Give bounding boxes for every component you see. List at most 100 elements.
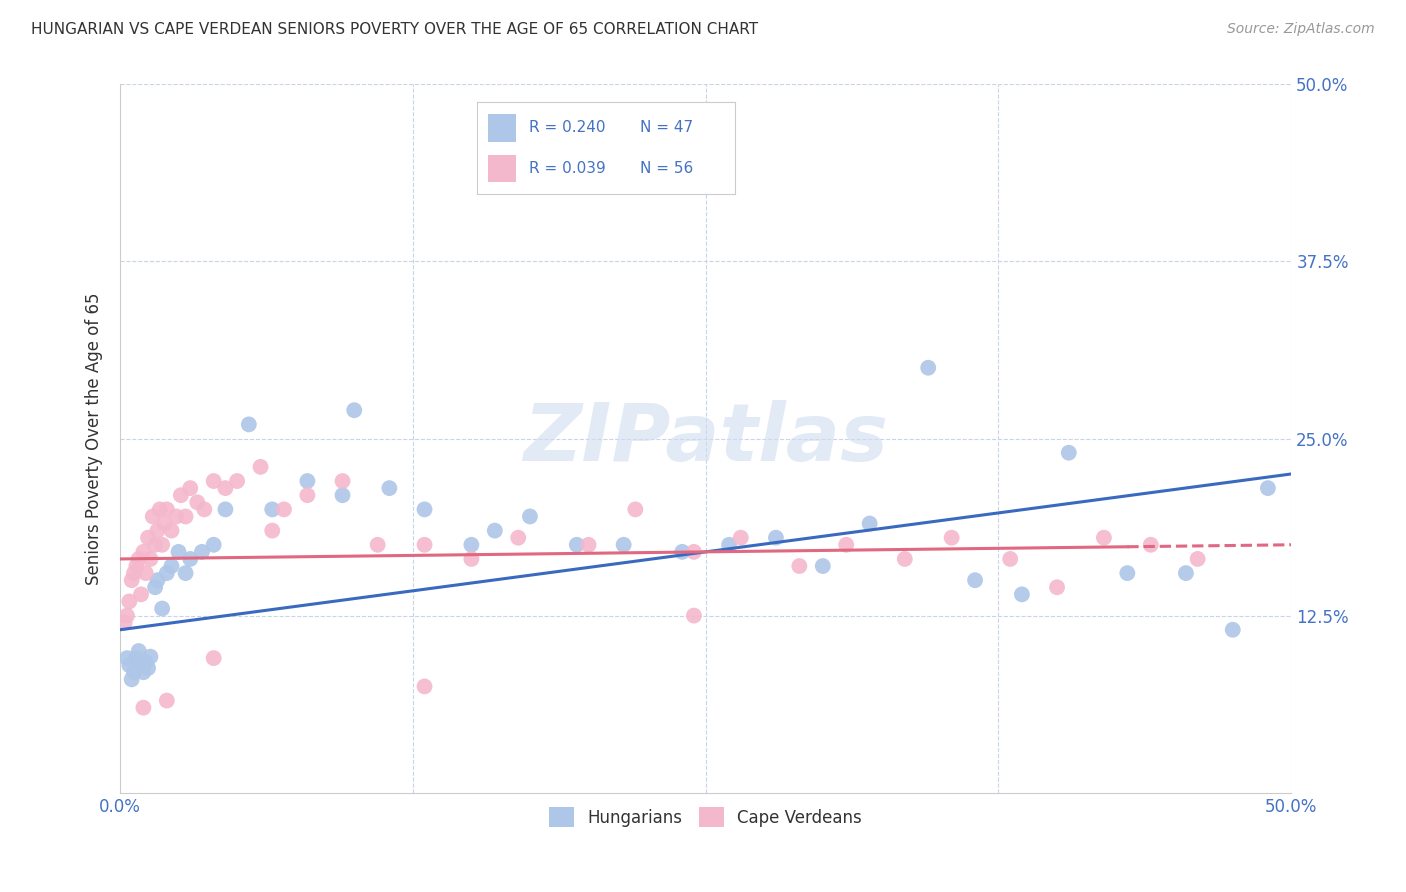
Point bbox=[129, 658, 152, 673]
Point bbox=[378, 481, 401, 495]
Point bbox=[114, 615, 136, 630]
Point bbox=[156, 566, 179, 580]
Point bbox=[202, 474, 225, 488]
Point bbox=[413, 680, 436, 694]
Point bbox=[718, 538, 741, 552]
Point bbox=[262, 502, 284, 516]
Point bbox=[998, 552, 1021, 566]
Point bbox=[174, 566, 197, 580]
Point bbox=[343, 403, 366, 417]
Point bbox=[226, 474, 249, 488]
Point bbox=[789, 559, 811, 574]
Point bbox=[186, 495, 208, 509]
Point bbox=[143, 580, 166, 594]
Point bbox=[765, 531, 787, 545]
Point bbox=[484, 524, 506, 538]
Point bbox=[262, 524, 284, 538]
Legend: Hungarians, Cape Verdeans: Hungarians, Cape Verdeans bbox=[543, 800, 869, 834]
Point bbox=[153, 516, 176, 531]
Point bbox=[273, 502, 295, 516]
Point bbox=[132, 700, 155, 714]
Point bbox=[156, 693, 179, 707]
Point bbox=[1011, 587, 1033, 601]
Text: Source: ZipAtlas.com: Source: ZipAtlas.com bbox=[1227, 22, 1375, 37]
Point bbox=[142, 509, 165, 524]
Point bbox=[683, 608, 706, 623]
Point bbox=[624, 502, 647, 516]
Point bbox=[136, 531, 159, 545]
Point bbox=[118, 594, 141, 608]
Point bbox=[115, 651, 138, 665]
Point bbox=[132, 545, 155, 559]
Point bbox=[165, 509, 187, 524]
Point bbox=[671, 545, 693, 559]
Point bbox=[149, 502, 172, 516]
Point bbox=[1046, 580, 1069, 594]
Point bbox=[578, 538, 600, 552]
Point bbox=[835, 538, 858, 552]
Point bbox=[135, 656, 157, 670]
Point bbox=[121, 673, 143, 687]
Point bbox=[146, 573, 169, 587]
Point bbox=[122, 566, 145, 580]
Point bbox=[1057, 446, 1080, 460]
Point bbox=[297, 474, 319, 488]
Point bbox=[811, 559, 834, 574]
Point bbox=[249, 459, 271, 474]
Point bbox=[179, 552, 201, 566]
Point bbox=[1116, 566, 1139, 580]
Point bbox=[156, 502, 179, 516]
Point bbox=[413, 538, 436, 552]
Point bbox=[413, 502, 436, 516]
Point bbox=[139, 649, 162, 664]
Point bbox=[128, 552, 150, 566]
Point bbox=[214, 502, 236, 516]
Point bbox=[202, 538, 225, 552]
Y-axis label: Seniors Poverty Over the Age of 65: Seniors Poverty Over the Age of 65 bbox=[86, 293, 103, 585]
Point bbox=[150, 538, 173, 552]
Point bbox=[730, 531, 752, 545]
Point bbox=[146, 524, 169, 538]
Point bbox=[193, 502, 215, 516]
Point bbox=[139, 552, 162, 566]
Point bbox=[143, 538, 166, 552]
Point bbox=[1174, 566, 1197, 580]
Point bbox=[1092, 531, 1115, 545]
Point bbox=[160, 524, 183, 538]
Point bbox=[136, 661, 159, 675]
Point bbox=[179, 481, 201, 495]
Point bbox=[965, 573, 987, 587]
Point bbox=[1187, 552, 1209, 566]
Point bbox=[135, 566, 157, 580]
Point bbox=[202, 651, 225, 665]
Point bbox=[160, 559, 183, 574]
Point bbox=[859, 516, 882, 531]
Point bbox=[122, 665, 145, 680]
Point bbox=[460, 538, 482, 552]
Point bbox=[167, 545, 190, 559]
Point bbox=[460, 552, 482, 566]
Point bbox=[174, 509, 197, 524]
Point bbox=[332, 474, 354, 488]
Point bbox=[238, 417, 260, 432]
Point bbox=[1257, 481, 1279, 495]
Point bbox=[125, 559, 148, 574]
Point bbox=[115, 608, 138, 623]
Point bbox=[1222, 623, 1244, 637]
Point bbox=[121, 573, 143, 587]
Point bbox=[128, 644, 150, 658]
Point bbox=[508, 531, 530, 545]
Point bbox=[297, 488, 319, 502]
Text: HUNGARIAN VS CAPE VERDEAN SENIORS POVERTY OVER THE AGE OF 65 CORRELATION CHART: HUNGARIAN VS CAPE VERDEAN SENIORS POVERT… bbox=[31, 22, 758, 37]
Point bbox=[191, 545, 214, 559]
Point bbox=[613, 538, 636, 552]
Text: ZIPatlas: ZIPatlas bbox=[523, 400, 889, 477]
Point bbox=[1139, 538, 1161, 552]
Point bbox=[132, 665, 155, 680]
Point bbox=[150, 601, 173, 615]
Point bbox=[214, 481, 236, 495]
Point bbox=[129, 587, 152, 601]
Point bbox=[170, 488, 193, 502]
Point bbox=[367, 538, 389, 552]
Point bbox=[519, 509, 541, 524]
